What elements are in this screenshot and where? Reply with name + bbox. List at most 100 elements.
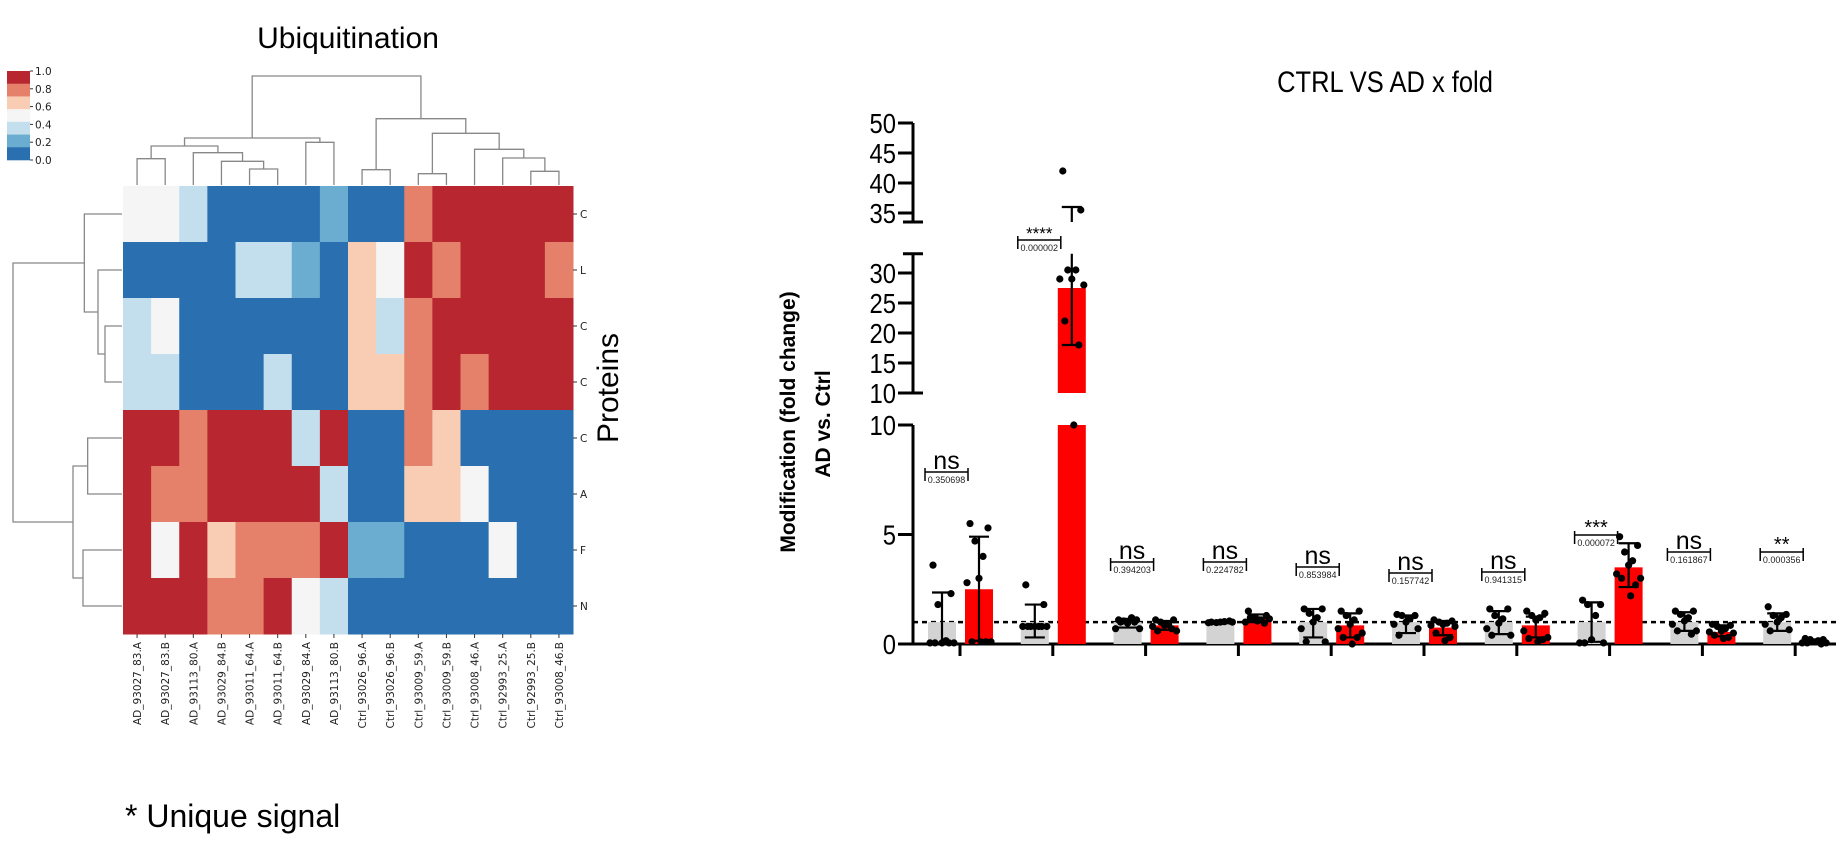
y-axis-label-line2: AD vs. Ctrl	[812, 370, 835, 477]
data-point	[1305, 609, 1313, 617]
heatmap-cell	[235, 410, 265, 467]
data-point	[979, 552, 987, 561]
data-point	[1719, 634, 1727, 643]
data-point	[963, 579, 971, 587]
data-point	[1040, 600, 1048, 609]
significance-bracket	[1202, 558, 1248, 571]
data-point	[1019, 622, 1027, 631]
heatmap-cell	[263, 298, 293, 355]
data-point	[1618, 574, 1626, 582]
data-point	[1402, 618, 1410, 626]
data-point	[1600, 639, 1608, 647]
data-point	[1687, 630, 1695, 638]
colorbar-swatch	[7, 71, 30, 85]
heatmap-cell	[123, 186, 152, 243]
bar-chart-title: CTRL VS AD x fold	[1277, 65, 1493, 98]
data-point	[1451, 622, 1459, 631]
data-point	[1523, 607, 1531, 615]
data-point	[1613, 570, 1621, 578]
heatmap-cell	[516, 522, 546, 579]
data-point	[1625, 561, 1633, 569]
heatmap-cell	[488, 466, 518, 523]
significance-label: ns	[933, 447, 959, 475]
row-label: F	[580, 545, 586, 557]
data-point	[968, 638, 976, 646]
heatmap-cell	[151, 242, 180, 299]
data-point	[1680, 617, 1688, 625]
dendrogram-link	[248, 168, 279, 185]
heatmap-cell	[432, 522, 461, 579]
data-point	[1064, 266, 1072, 274]
data-point	[1228, 618, 1236, 626]
significance-bracket	[1573, 531, 1619, 544]
data-point	[1043, 622, 1051, 631]
data-point	[1075, 341, 1083, 349]
p-value-label: 0.853984	[1299, 570, 1337, 580]
data-point	[1532, 616, 1540, 624]
heatmap-cell	[348, 298, 377, 355]
data-point	[945, 639, 953, 647]
data-point	[1070, 421, 1078, 429]
heatmap-cell	[319, 578, 349, 635]
colorbar-tick-label: 0.2	[35, 137, 52, 149]
data-point	[1056, 275, 1064, 283]
heatmap-cell	[235, 186, 265, 243]
data-point	[971, 537, 979, 545]
heatmap-cell	[319, 522, 349, 579]
heatmap-cell	[544, 242, 574, 299]
p-value-label: 0.941315	[1485, 575, 1523, 585]
data-point	[934, 600, 942, 609]
colorbar-tick-label: 0.4	[35, 119, 52, 131]
heatmap-cell	[432, 298, 461, 355]
heatmap-cell	[404, 298, 433, 355]
row-label: C	[580, 377, 587, 389]
data-point	[1439, 620, 1447, 628]
significance-bracket	[1481, 568, 1526, 581]
column-label: Ctrl_93009_59.B	[441, 642, 453, 729]
column-label: Ctrl_93009_59.A	[413, 641, 425, 728]
heatmap-cell	[123, 466, 152, 523]
data-point	[1495, 619, 1503, 627]
data-point	[1302, 638, 1310, 646]
data-point	[1483, 625, 1491, 633]
data-point	[1068, 275, 1076, 283]
heatmap-cell	[123, 410, 152, 467]
heatmap-cell	[516, 466, 546, 523]
data-point	[1427, 621, 1435, 629]
column-label: Ctrl_92993_25.B	[526, 642, 538, 729]
data-point	[1668, 620, 1676, 628]
heatmap-cell	[179, 410, 208, 467]
y-tick-label: 15	[870, 347, 896, 379]
heatmap-cell	[207, 354, 236, 411]
column-label: AD_93113_80.A	[188, 641, 200, 725]
heatmap-cell	[348, 522, 377, 579]
data-point	[1022, 581, 1030, 589]
y-axis-label-line1: Modification (fold change)	[777, 291, 800, 552]
significance-label: ****	[1026, 224, 1053, 243]
heatmap-cell	[263, 186, 293, 243]
data-point	[1358, 629, 1366, 637]
data-point	[1627, 592, 1635, 600]
dendrogram-link	[375, 118, 467, 170]
data-point	[1414, 625, 1422, 633]
heatmap-cell	[404, 410, 433, 467]
heatmap-cell	[151, 578, 180, 635]
data-point	[1297, 625, 1305, 633]
data-point	[1346, 620, 1354, 628]
data-point	[1390, 620, 1398, 628]
dendrogram-link	[12, 262, 85, 523]
data-point	[966, 519, 974, 528]
y-tick-label: 10	[870, 409, 896, 441]
data-point	[1576, 639, 1584, 647]
data-point	[1318, 605, 1326, 613]
column-label: AD_93113_80.B	[329, 642, 341, 725]
data-point	[1216, 618, 1224, 626]
p-value-label: 0.000002	[1021, 243, 1059, 253]
heatmap-cell	[319, 354, 349, 411]
data-point	[975, 574, 983, 582]
data-point	[1072, 266, 1080, 274]
dendrogram-link	[87, 437, 122, 495]
dendrogram-link	[136, 158, 166, 185]
significance-label: ***	[1584, 517, 1608, 539]
dendrogram-link	[251, 75, 422, 138]
